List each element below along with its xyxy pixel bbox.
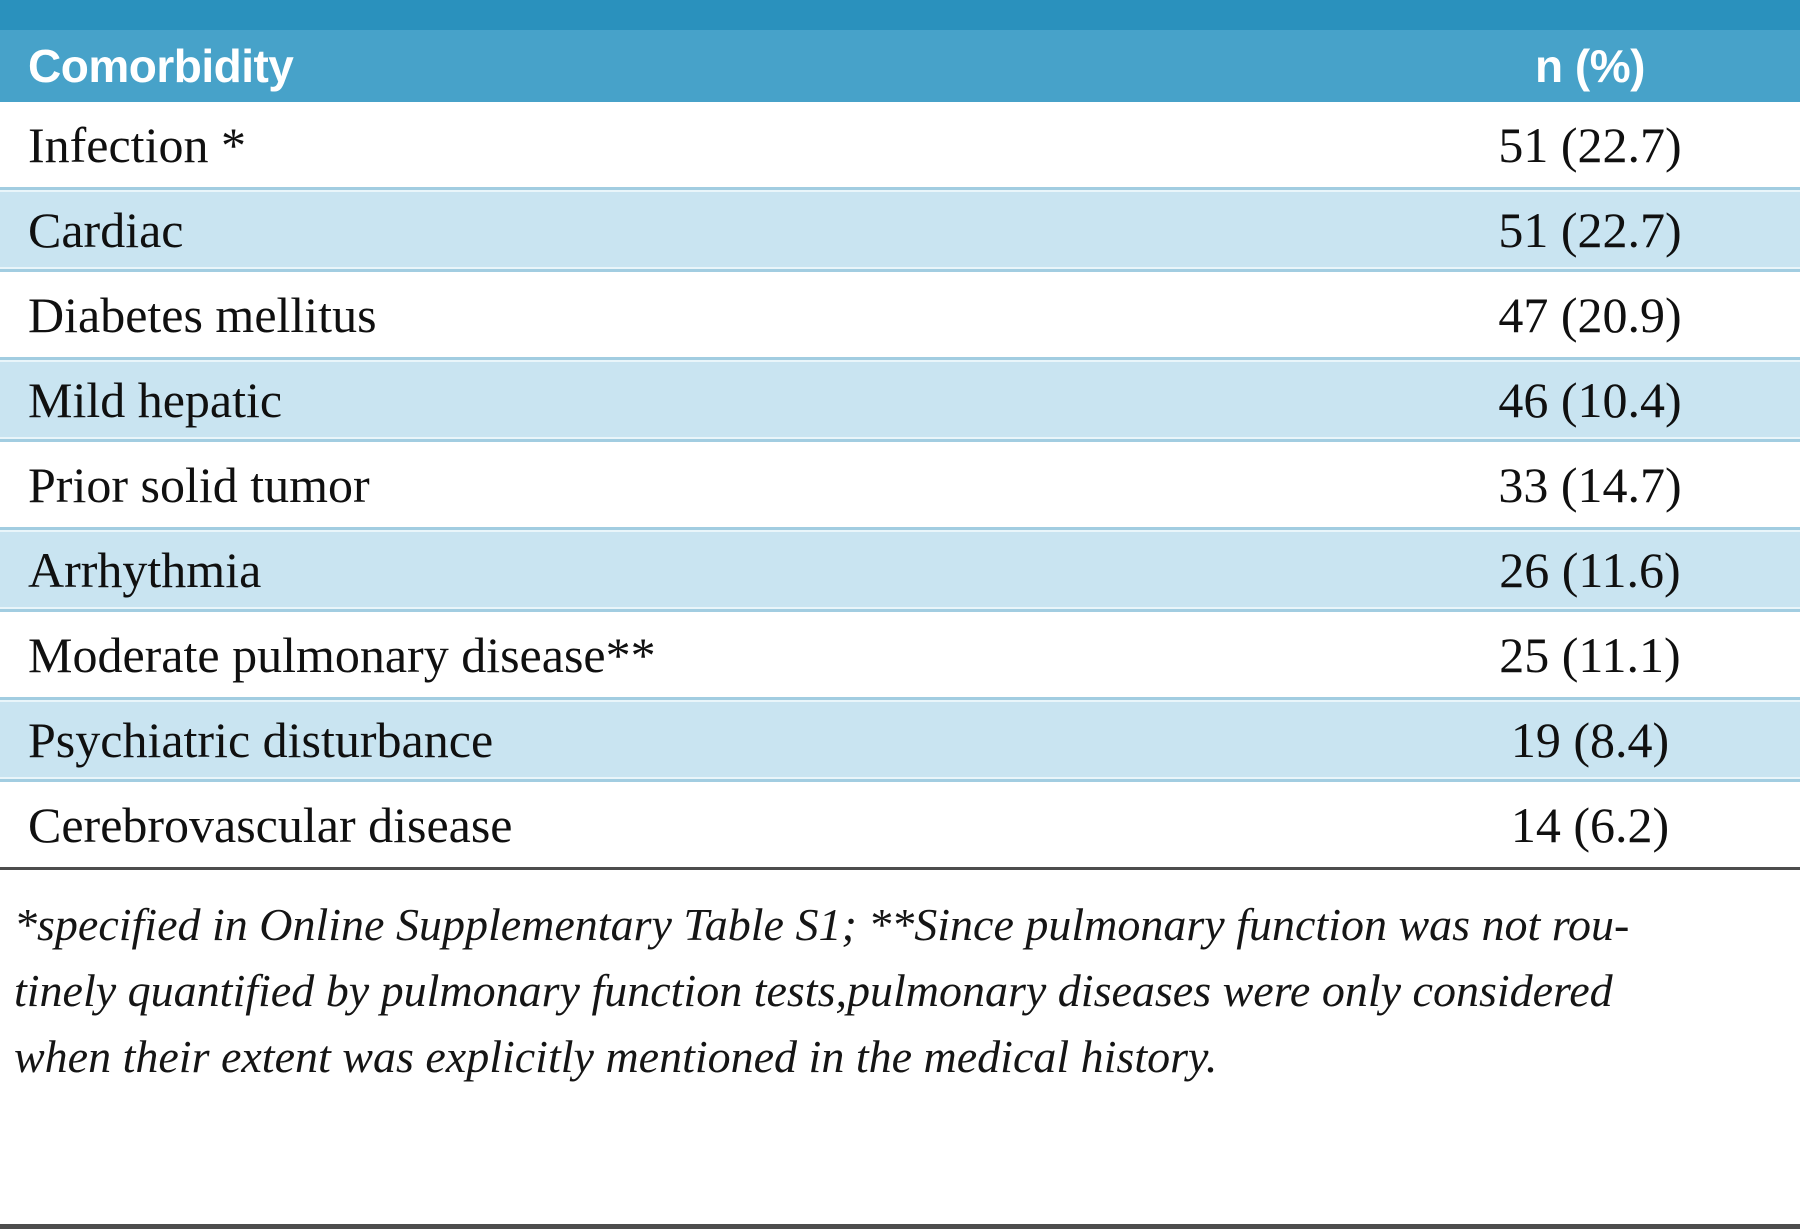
row-value: 19 (8.4) (1510, 711, 1670, 768)
row-value: 51 (22.7) (1498, 116, 1682, 173)
row-label: Infection * (28, 116, 246, 173)
table-body: Infection * 51 (22.7) Cardiac 51 (22.7) … (0, 102, 1800, 867)
table-row: Arrhythmia 26 (11.6) (0, 527, 1800, 612)
table-row: Psychiatric disturbance 19 (8.4) (0, 697, 1800, 782)
row-label: Mild hepatic (28, 371, 283, 428)
table-row: Mild hepatic 46 (10.4) (0, 357, 1800, 442)
table-row: Cerebrovascular disease 14 (6.2) (0, 782, 1800, 867)
row-value: 46 (10.4) (1498, 371, 1682, 428)
table-row: Diabetes mellitus 47 (20.9) (0, 272, 1800, 357)
row-label: Cerebrovascular disease (28, 796, 513, 853)
table-header-row: Comorbidity n (%) (0, 30, 1800, 102)
footnote-separator-rule (0, 867, 1800, 870)
row-label: Psychiatric disturbance (28, 711, 494, 768)
row-value: 26 (11.6) (1499, 541, 1681, 598)
header-comorbidity: Comorbidity (28, 40, 294, 92)
table-row: Moderate pulmonary disease** 25 (11.1) (0, 612, 1800, 697)
figure-bottom-rule (0, 1224, 1800, 1229)
table-footnote: *specified in Online Supplementary Table… (0, 870, 1800, 1090)
table-row: Prior solid tumor 33 (14.7) (0, 442, 1800, 527)
row-value: 14 (6.2) (1510, 796, 1670, 853)
row-label: Diabetes mellitus (28, 286, 377, 343)
row-value: 51 (22.7) (1498, 201, 1682, 258)
table-row: Cardiac 51 (22.7) (0, 187, 1800, 272)
footnote-line: tinely quantified by pulmonary function … (14, 965, 1613, 1016)
row-value: 33 (14.7) (1498, 456, 1682, 513)
row-value: 25 (11.1) (1499, 626, 1681, 683)
header-n-percent: n (%) (1535, 40, 1645, 92)
footnote-line: *specified in Online Supplementary Table… (14, 899, 1630, 950)
row-label: Prior solid tumor (28, 456, 370, 513)
row-label: Cardiac (28, 201, 184, 258)
row-value: 47 (20.9) (1498, 286, 1682, 343)
row-label: Moderate pulmonary disease** (28, 626, 656, 683)
table-row: Infection * 51 (22.7) (0, 102, 1800, 187)
header-top-strip (0, 0, 1800, 30)
row-label: Arrhythmia (28, 541, 262, 598)
footnote-line: when their extent was explicitly mention… (14, 1031, 1218, 1082)
